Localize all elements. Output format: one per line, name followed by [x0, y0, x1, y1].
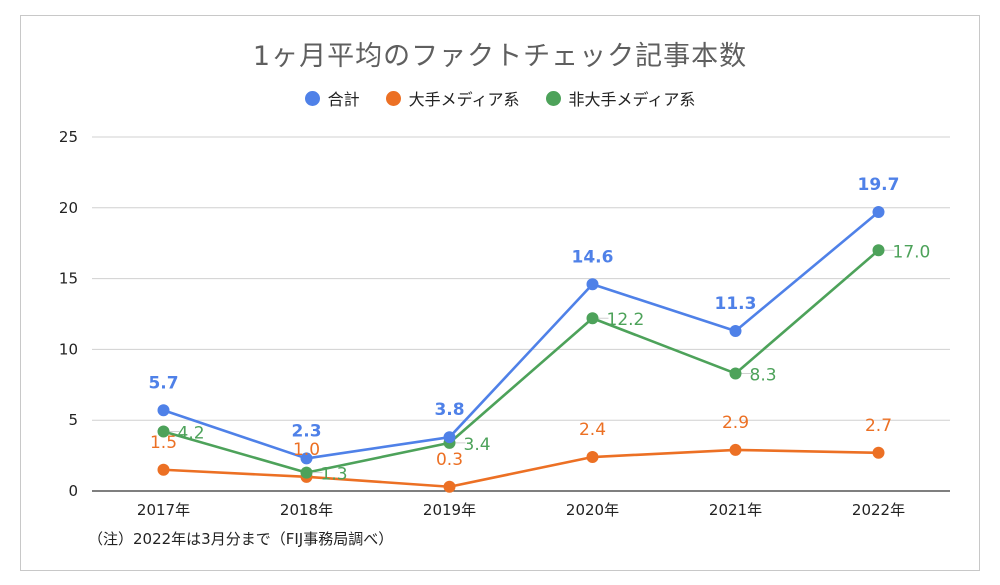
data-point	[157, 463, 170, 476]
data-point	[872, 206, 885, 219]
data-label: 12.2	[607, 310, 645, 330]
data-point	[443, 431, 456, 444]
series-line	[163, 211, 880, 460]
y-tick-label: 25	[59, 128, 78, 146]
y-tick-label: 5	[68, 411, 78, 429]
chart-frame	[20, 15, 980, 571]
legend-label-total: 合計	[327, 90, 360, 109]
chart-legend: 合計 大手メディア系 非大手メディア系	[0, 86, 1000, 110]
legend-marker-total	[304, 90, 320, 106]
data-point	[300, 466, 313, 479]
data-point	[586, 278, 599, 291]
y-tick-label: 0	[68, 482, 78, 500]
data-label: 2.7	[865, 416, 892, 436]
data-label: 1.5	[150, 433, 177, 453]
series-line	[163, 249, 880, 474]
data-point	[729, 443, 742, 456]
x-tick-label: 2021年	[709, 501, 762, 519]
data-label: 1.0	[293, 440, 320, 460]
legend-item-non-major-media: 非大手メディア系	[545, 86, 696, 110]
y-tick-label: 15	[59, 270, 78, 288]
data-point	[729, 324, 742, 337]
x-tick-label: 2020年	[566, 501, 619, 519]
chart-title: 1ヶ月平均のファクトチェック記事本数	[252, 41, 748, 72]
legend-marker-non-major-media	[545, 90, 561, 106]
data-label: 0.3	[436, 450, 463, 470]
data-point	[729, 367, 742, 380]
data-label: 3.4	[464, 435, 491, 455]
data-point	[443, 480, 456, 493]
x-tick-label: 2017年	[137, 501, 190, 519]
data-label: 3.8	[434, 400, 464, 420]
data-point	[300, 452, 313, 465]
x-tick-label: 2019年	[423, 501, 476, 519]
legend-marker-major-media	[385, 90, 401, 106]
data-label: 5.7	[148, 373, 178, 393]
data-label: 4.2	[178, 424, 205, 444]
data-label: 19.7	[858, 175, 900, 195]
data-point	[872, 446, 885, 459]
data-label: 2.3	[291, 421, 321, 441]
data-point	[586, 451, 599, 464]
data-label: 14.6	[572, 247, 614, 267]
y-tick-label: 20	[59, 199, 78, 217]
legend-item-major-media: 大手メディア系	[385, 86, 520, 110]
chart-footnote: （注）2022年は3月分まで（FIJ事務局調べ）	[88, 530, 394, 548]
x-tick-label: 2018年	[280, 501, 333, 519]
data-point	[157, 425, 170, 438]
data-label: 11.3	[715, 294, 757, 314]
data-point	[872, 244, 885, 257]
legend-label-major-media: 大手メディア系	[408, 90, 520, 109]
x-tick-label: 2022年	[852, 501, 905, 519]
legend-label-non-major-media: 非大手メディア系	[568, 90, 696, 109]
data-label: 2.4	[579, 420, 606, 440]
data-label: 1.3	[321, 465, 348, 485]
data-point	[157, 404, 170, 417]
data-label: 2.9	[722, 413, 749, 433]
data-point	[586, 312, 599, 325]
series-line	[163, 448, 879, 489]
y-tick-label: 10	[59, 340, 78, 358]
data-label: 17.0	[893, 242, 931, 262]
legend-item-total: 合計	[304, 86, 360, 110]
data-label: 8.3	[750, 365, 777, 385]
